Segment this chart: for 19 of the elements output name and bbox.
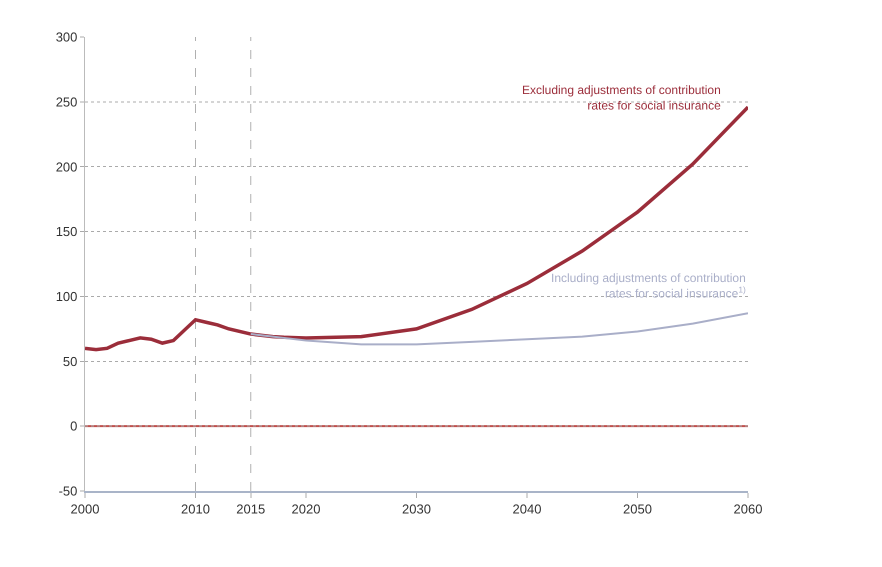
y-tick-label: 100 xyxy=(56,288,78,304)
y-tick-label: 0 xyxy=(70,418,78,434)
x-tick-label: 2030 xyxy=(402,502,431,517)
x-tick-label: 2040 xyxy=(512,502,542,517)
x-tick-label: 2050 xyxy=(623,502,652,517)
series-label: Including adjustments of contribution rates for social insurance$^{1)}$ xyxy=(551,271,746,301)
x-tick-label: 2015 xyxy=(236,502,266,517)
series-label: Excluding adjustments of contribution rates for social insurance xyxy=(522,83,722,113)
y-tick-label: -50 xyxy=(58,484,78,499)
x-tick-label: 2000 xyxy=(70,502,100,517)
line-series xyxy=(250,312,748,346)
y-tick-label: 150 xyxy=(56,224,78,240)
x-tick-label: 2010 xyxy=(181,502,210,517)
x-tick-label: 2020 xyxy=(292,502,320,517)
y-tick-label: 200 xyxy=(56,159,78,174)
x-tick-label: 2060 xyxy=(734,502,762,517)
y-tick-label: 50 xyxy=(62,354,78,369)
y-tick-label: 250 xyxy=(56,94,78,110)
y-tick-label: 300 xyxy=(56,30,78,45)
